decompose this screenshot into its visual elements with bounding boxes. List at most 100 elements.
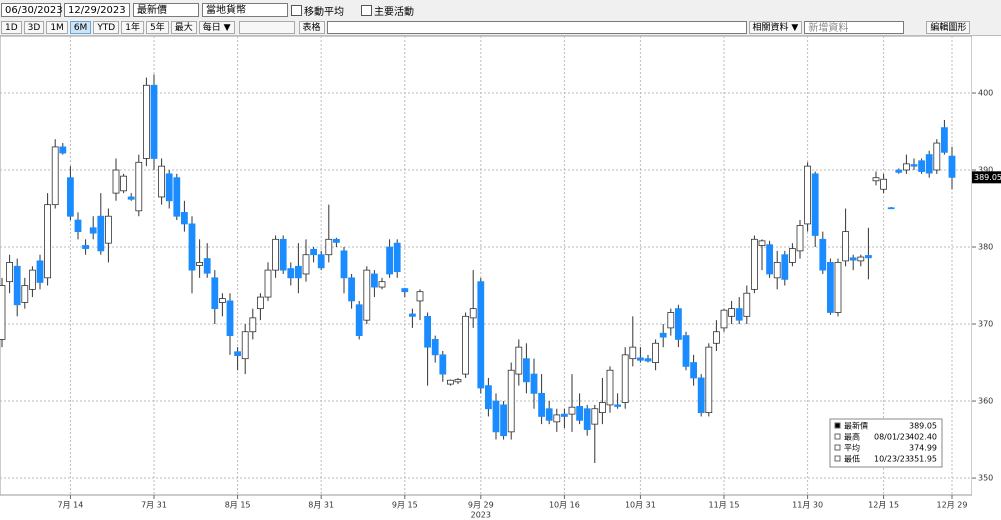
candle-body: [44, 204, 51, 279]
candle-body: [272, 238, 280, 271]
candle-body: [507, 369, 515, 433]
candle-body: [751, 238, 758, 290]
period-button[interactable]: 5年: [145, 21, 169, 34]
moving-average[interactable]: 移動平均: [291, 3, 344, 18]
period-button[interactable]: 1M: [46, 21, 68, 34]
candle-body: [302, 254, 310, 275]
candle-body: [659, 332, 667, 338]
candle-body: [675, 308, 682, 340]
currency[interactable]: 當地貨幣: [202, 3, 288, 17]
x-tick-label: 12月 15: [868, 501, 899, 510]
legend-value: 389.05: [909, 422, 937, 431]
legend-swatch: [834, 455, 841, 462]
y-tick-label: 380: [978, 243, 993, 252]
candle-body: [933, 142, 941, 171]
period-buttons: 1D 3D 1M 6M YTD 1年 5年 最大: [1, 21, 197, 34]
edit-chart[interactable]: 編輯圖形: [926, 21, 971, 34]
candle-body: [211, 277, 219, 310]
candle-body: [105, 215, 112, 244]
candle-body: [59, 146, 67, 154]
candle-body: [241, 331, 249, 360]
table-button[interactable]: 表格: [298, 21, 325, 34]
spacer: [326, 21, 747, 34]
candle-body: [530, 373, 538, 394]
candle-body: [948, 155, 956, 178]
candle-body: [925, 154, 933, 174]
period-button[interactable]: 3D: [23, 21, 45, 34]
candle-body: [401, 288, 409, 293]
key-events[interactable]: 主要活動: [361, 3, 414, 18]
period-button[interactable]: YTD: [93, 21, 120, 34]
candle-body: [6, 262, 13, 283]
legend-date: 08/01/23: [874, 433, 910, 442]
legend-name: 最低: [844, 454, 860, 464]
x-tick-label: 9月 15: [392, 501, 418, 510]
candle-body: [796, 225, 804, 252]
start-date[interactable]: 06/30/2023: [1, 3, 63, 17]
end-date[interactable]: 12/29/2023: [64, 3, 130, 17]
y-tick-label: 350: [978, 474, 993, 483]
candle-body: [705, 346, 713, 413]
candle-body: [887, 207, 895, 210]
candle-body: [895, 169, 903, 173]
candle-body: [431, 339, 439, 356]
candle-body: [515, 346, 523, 375]
period-button[interactable]: 1D: [1, 21, 22, 34]
candle-body: [317, 254, 325, 269]
period-button[interactable]: 最大: [170, 21, 197, 34]
candle-body: [355, 304, 363, 336]
x-tick-label: 9月 29: [468, 501, 494, 510]
candle-body: [82, 245, 89, 249]
candle-body: [561, 413, 568, 417]
year-label: 2023: [471, 511, 491, 520]
candle-body: [827, 262, 834, 313]
candle-body: [637, 357, 644, 361]
y-tick-label: 370: [978, 320, 993, 329]
add-data[interactable]: 新增資料: [804, 21, 905, 34]
candle-body: [599, 402, 606, 413]
candle-body: [97, 215, 105, 252]
x-tick-label: 8月 15: [225, 501, 251, 510]
candle-body: [173, 177, 181, 217]
period-button[interactable]: 6M: [69, 21, 92, 34]
candle-body: [332, 238, 340, 243]
candle-body: [21, 285, 29, 303]
candle-body: [735, 308, 743, 321]
candle-body: [256, 296, 264, 310]
period-button[interactable]: 1年: [121, 21, 144, 34]
candle-body: [218, 298, 226, 303]
candle-body: [446, 379, 454, 385]
candle-body: [150, 84, 158, 159]
candle-body: [758, 240, 766, 246]
x-tick-label: 12月 29: [937, 501, 968, 510]
toolbar-bottom: 1D 3D 1M 6M YTD 1年 5年 最大 每日 ▼ 表格 相關資料 ▼ 新增資料 編輯…: [0, 20, 1001, 36]
candle-body: [249, 317, 257, 333]
candle-body: [667, 312, 675, 329]
candle-body: [348, 277, 356, 302]
candle-body: [652, 342, 659, 363]
candle-body: [226, 300, 234, 336]
candle-body: [370, 273, 378, 288]
candle-body: [469, 308, 477, 319]
candle-body: [819, 238, 827, 271]
candle-body: [196, 262, 204, 266]
price-field[interactable]: 最新價: [133, 3, 199, 17]
candle-body: [462, 315, 470, 375]
candle-body: [127, 196, 135, 200]
candle-body: [67, 177, 74, 217]
candle-body: [682, 335, 690, 367]
candle-body: [773, 262, 781, 279]
x-tick-label: 8月 31: [308, 501, 334, 510]
candle-body: [439, 354, 447, 375]
toolbar-top: 06/30/2023 12/29/2023 最新價 當地貨幣 移動平均 主要活動: [0, 0, 1001, 20]
frequency[interactable]: 每日 ▼: [198, 21, 235, 34]
candle-body: [743, 292, 751, 317]
legend-value: 351.95: [909, 455, 937, 464]
candle-body: [849, 257, 857, 261]
related-data[interactable]: 相關資料 ▼: [748, 21, 803, 34]
candle-body: [325, 238, 333, 256]
chart-style[interactable]: [238, 21, 295, 34]
candle-body: [13, 265, 21, 306]
candle-body: [500, 404, 508, 437]
